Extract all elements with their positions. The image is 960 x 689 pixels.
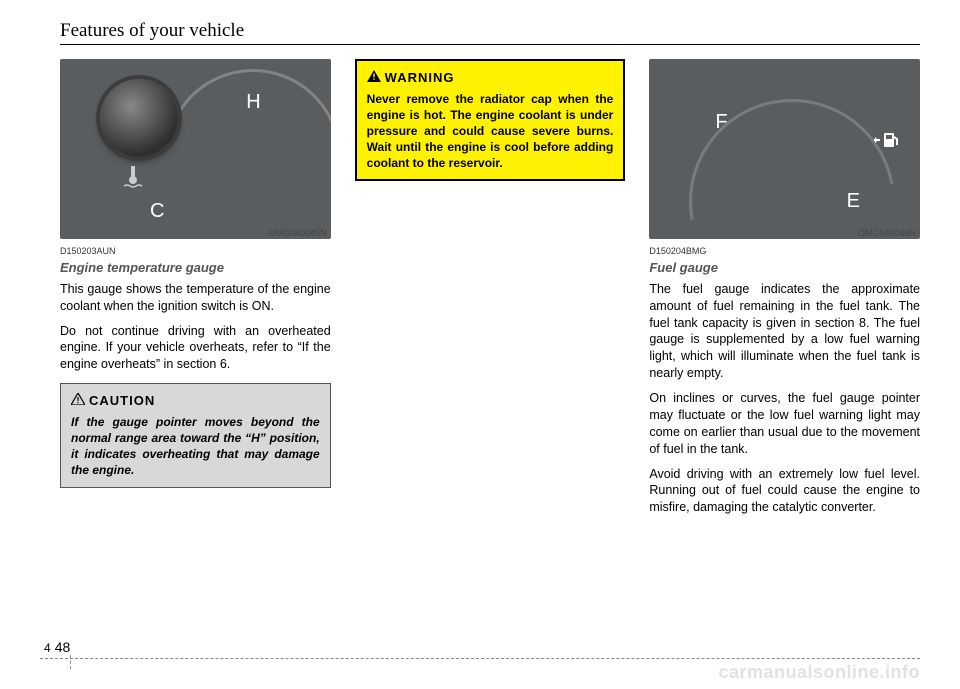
gauge-label-c: C [150,198,164,225]
doc-code: D150203AUN [60,245,331,257]
watermark: carmanualsonline.info [718,662,920,683]
warning-body: Never remove the radiator cap when the e… [367,91,614,172]
paragraph: The fuel gauge indicates the approximate… [649,281,920,382]
warning-head-text: WARNING [385,70,455,85]
page-footer: 448 [40,658,920,659]
warning-triangle-icon [71,392,85,410]
gauge-knob [100,79,178,157]
paragraph: This gauge shows the temperature of the … [60,281,331,315]
column-left: H C OMG040045N D150203AUN Engine tempera… [60,59,331,524]
paragraph: Avoid driving with an extremely low fuel… [649,466,920,517]
caution-head-text: CAUTION [89,393,155,408]
subheading-temp: Engine temperature gauge [60,259,331,277]
fuel-pump-icon [872,129,900,158]
figure-caption: OMG040046N [649,227,916,239]
chapter-number: 4 [44,641,51,655]
header-rule: Features of your vehicle [60,20,920,45]
paragraph: On inclines or curves, the fuel gauge po… [649,390,920,458]
warning-heading: WARNING [367,69,614,87]
caution-box: CAUTION If the gauge pointer moves beyon… [60,383,331,487]
page-number-value: 48 [55,639,71,655]
fuel-gauge-figure: F E [649,59,920,239]
gauge-label-e: E [847,188,860,215]
section-title: Features of your vehicle [60,20,244,41]
caution-body: If the gauge pointer moves beyond the no… [71,414,320,479]
manual-page: Features of your vehicle H C OMG040045N … [0,0,960,689]
warning-box: WARNING Never remove the radiator cap wh… [355,59,626,181]
doc-code: D150204BMG [649,245,920,257]
column-middle: WARNING Never remove the radiator cap wh… [355,59,626,524]
content-columns: H C OMG040045N D150203AUN Engine tempera… [60,59,920,524]
page-number: 4 48 [44,639,76,655]
warning-triangle-icon [367,69,381,87]
engine-temp-gauge-figure: H C [60,59,331,239]
coolant-temp-icon [122,164,144,193]
gauge-label-f: F [715,109,727,136]
caution-heading: CAUTION [71,392,320,410]
figure-caption: OMG040045N [60,227,327,239]
subheading-fuel: Fuel gauge [649,259,920,277]
column-right: F E OMG040046N D150204BMG Fuel gauge The… [649,59,920,524]
gauge-arc [136,59,331,239]
gauge-label-h: H [246,89,260,116]
paragraph: Do not continue driving with an overheat… [60,323,331,374]
